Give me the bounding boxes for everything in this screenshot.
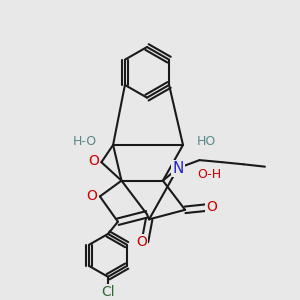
Text: O: O — [86, 189, 97, 203]
Text: O: O — [136, 235, 147, 249]
Text: H-O: H-O — [73, 136, 97, 148]
Text: O: O — [206, 200, 217, 214]
Text: Cl: Cl — [101, 285, 115, 299]
Text: N: N — [172, 161, 184, 176]
Text: O-H: O-H — [197, 168, 221, 181]
Text: HO: HO — [197, 136, 216, 148]
Text: O: O — [88, 154, 99, 168]
